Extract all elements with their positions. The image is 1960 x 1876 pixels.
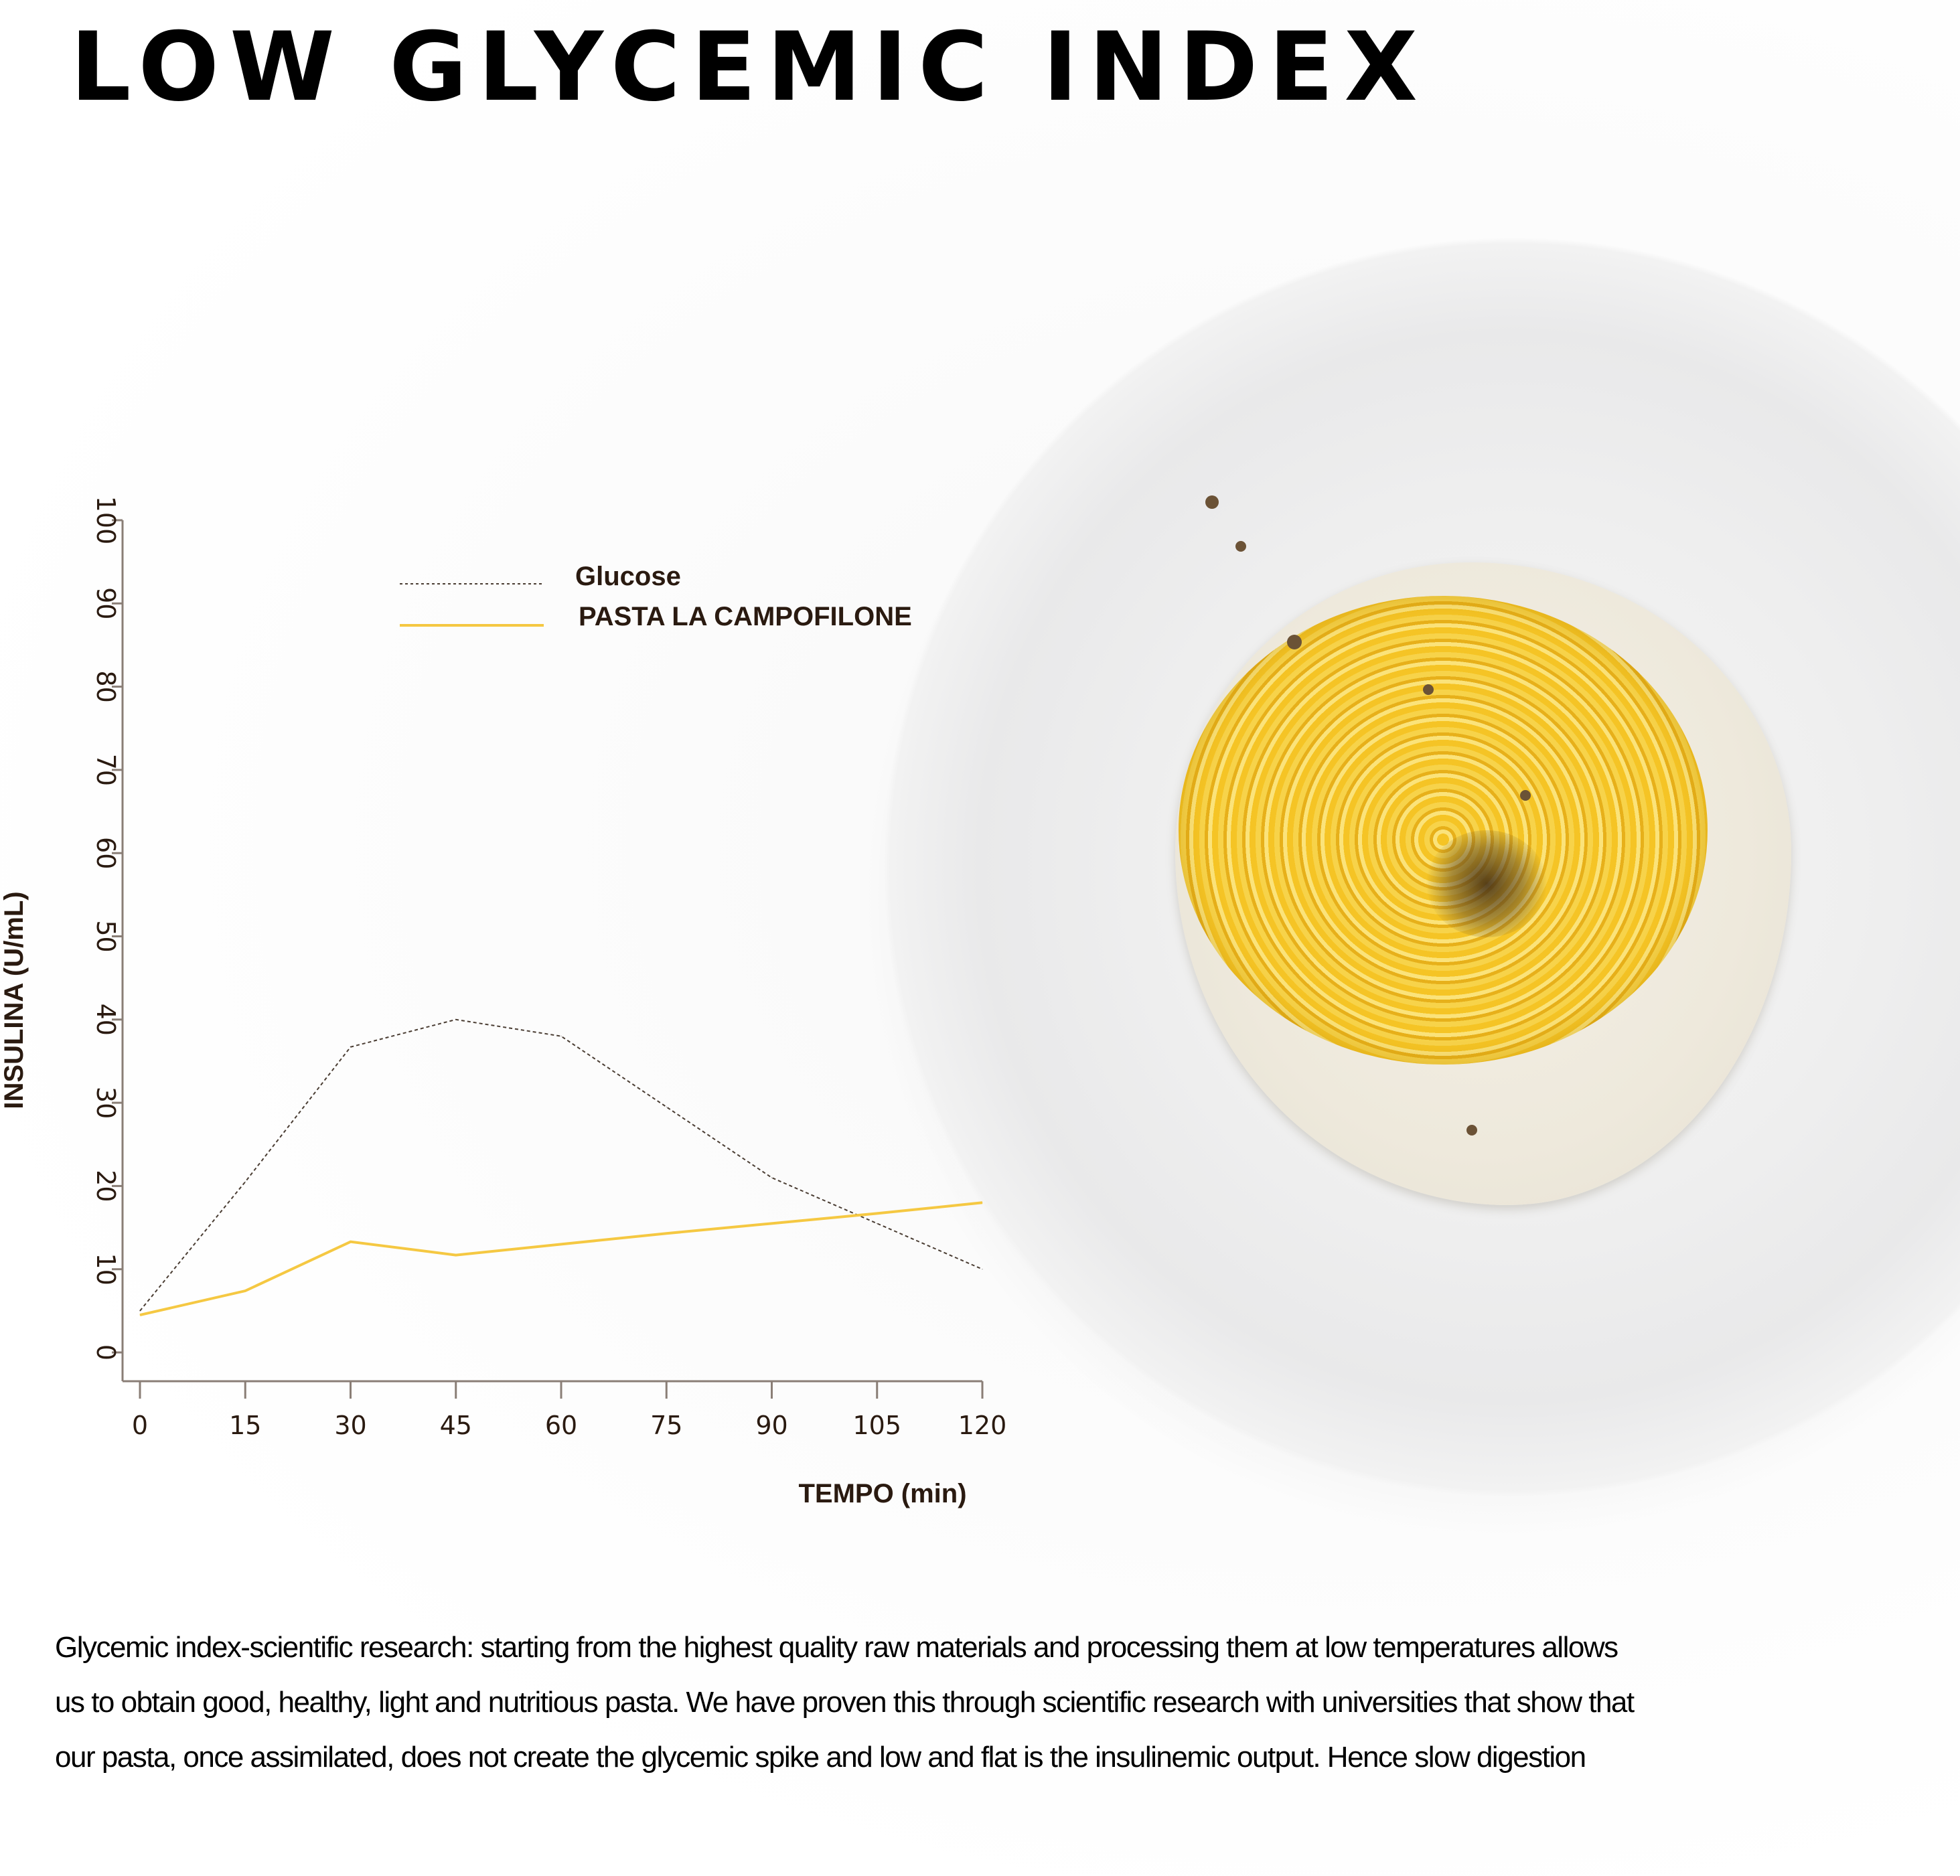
y-tick-label: 20 (91, 1170, 121, 1202)
data-point (350, 1241, 351, 1243)
paragraph-line: our pasta, once assimilated, does not cr… (55, 1741, 1586, 1774)
y-tick-label: 40 (91, 1004, 121, 1036)
pepper-speck (1287, 635, 1302, 649)
x-tick-label: 15 (229, 1411, 261, 1440)
x-axis-title: TEMPO (min) (798, 1479, 966, 1508)
data-point (982, 1202, 983, 1203)
x-tick-label: 75 (650, 1411, 682, 1440)
page-title: LOW GLYCEMIC INDEX (70, 12, 1428, 123)
x-tick-label: 30 (334, 1411, 366, 1440)
x-tick-label: 105 (852, 1411, 901, 1440)
x-tick-label: 45 (440, 1411, 472, 1440)
data-point (560, 1243, 562, 1245)
data-point (139, 1314, 141, 1316)
series-line-pasta (139, 1201, 983, 1317)
y-axis-title: INSULINA (U/mL) (0, 891, 29, 1109)
pepper-speck (1466, 1125, 1477, 1136)
series-line-glucose (139, 1018, 983, 1312)
pepper-speck (1423, 684, 1434, 695)
pepper-speck (1235, 541, 1246, 552)
y-tick-label: 50 (91, 920, 121, 952)
data-point (455, 1019, 457, 1020)
legend: Glucose PASTA LA CAMPOFILONE (400, 562, 912, 631)
y-tick-label: 0 (91, 1344, 121, 1360)
x-tick-label: 60 (545, 1411, 577, 1440)
data-point (771, 1223, 772, 1224)
y-tick-label: 100 (91, 496, 121, 545)
data-point (666, 1233, 667, 1234)
axes (112, 519, 984, 1399)
y-tick-label: 10 (91, 1253, 121, 1285)
y-tick-label: 90 (91, 587, 121, 619)
pepper-speck (1520, 790, 1531, 801)
y-tick-label: 60 (91, 837, 121, 869)
series-lines (139, 1018, 983, 1317)
data-point (350, 1046, 351, 1048)
legend-label-glucose: Glucose (575, 562, 681, 591)
y-tick-label: 70 (91, 754, 121, 786)
black-pepper (1426, 830, 1547, 937)
y-tick-label: 80 (91, 670, 121, 702)
pepper-speck (1205, 495, 1219, 509)
paragraph-line: us to obtain good, healthy, light and nu… (55, 1686, 1635, 1719)
description-paragraph: Glycemic index-scientific research: star… (55, 1620, 1930, 1785)
y-tick-label: 30 (91, 1087, 121, 1119)
paragraph-line: Glycemic index-scientific research: star… (55, 1631, 1618, 1664)
x-tick-label: 0 (132, 1411, 148, 1440)
x-tick-labels: 0 15 30 45 60 75 90 105 120 (132, 1411, 1006, 1440)
y-tick-labels: 0 10 20 30 40 50 60 70 80 90 100 (91, 496, 121, 1360)
pasta-nest (1179, 596, 1708, 1065)
x-tick-label: 90 (755, 1411, 787, 1440)
data-point (139, 1310, 141, 1312)
legend-label-pasta: PASTA LA CAMPOFILONE (579, 602, 912, 631)
x-tick-label: 120 (958, 1411, 1007, 1440)
data-point (244, 1290, 246, 1292)
data-point (771, 1177, 772, 1178)
